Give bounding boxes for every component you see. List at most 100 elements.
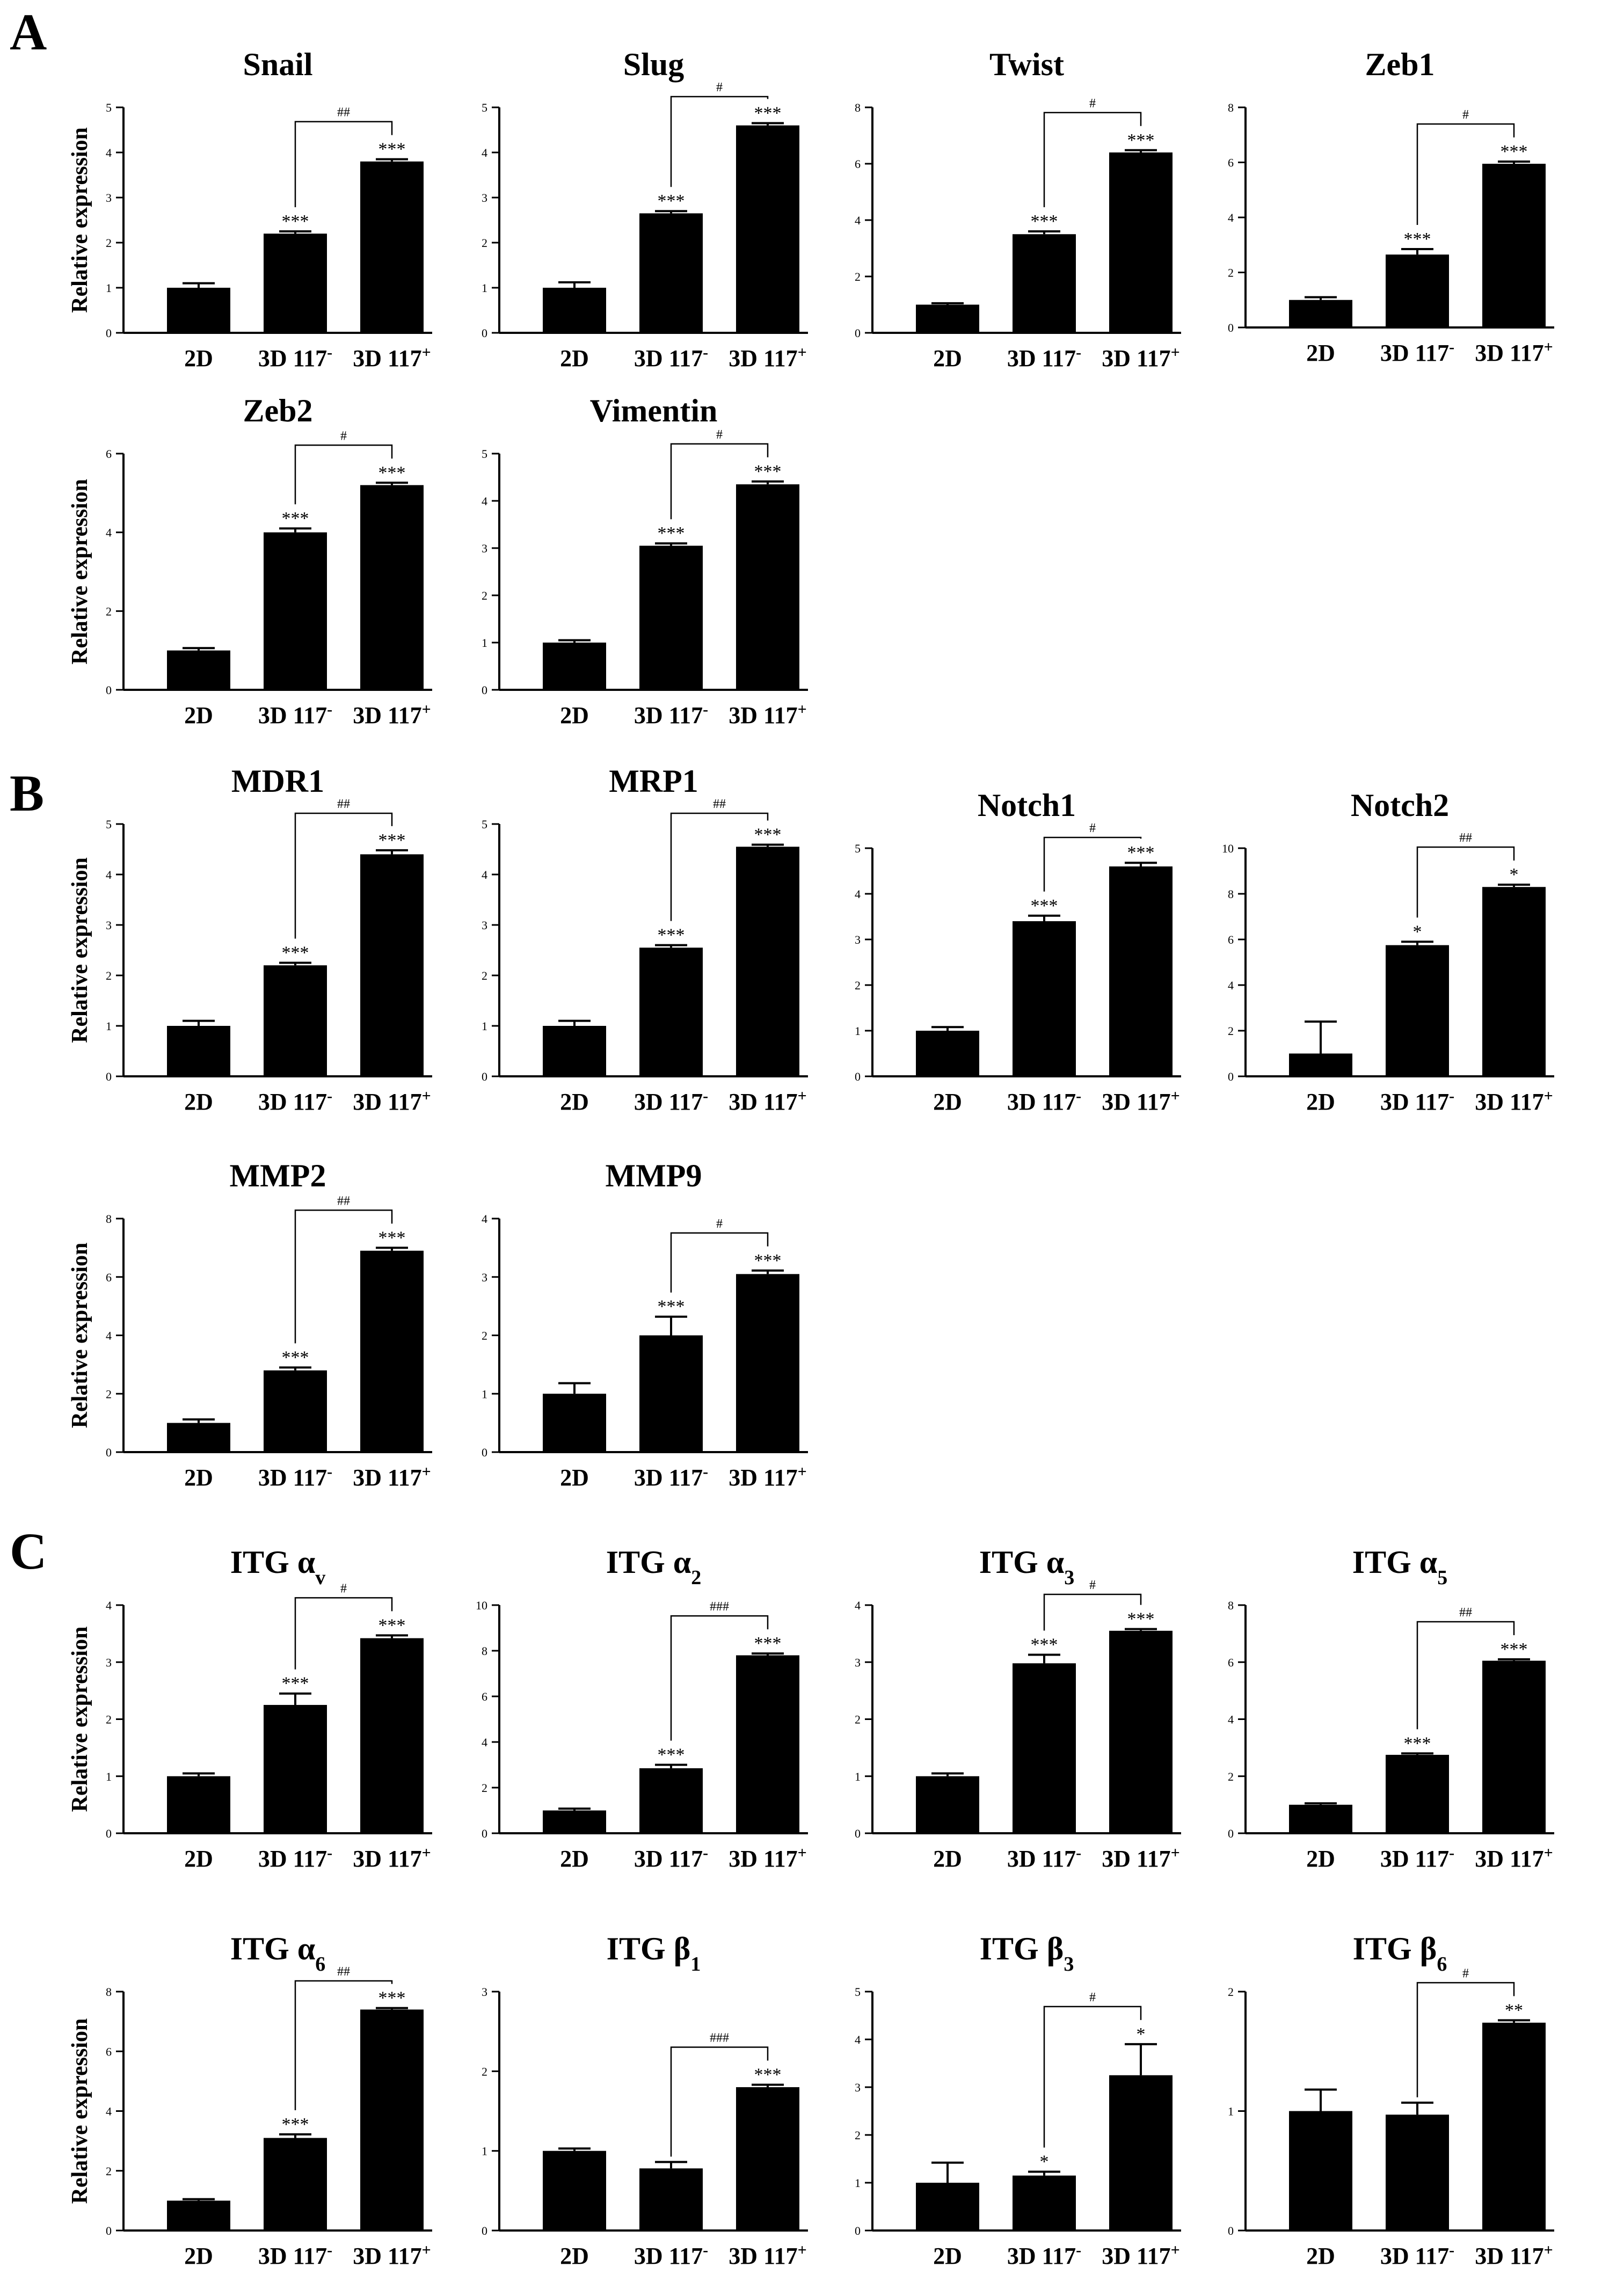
x-tick-label: 2D [933, 1089, 962, 1115]
bar-3d-117- [1109, 1630, 1173, 1833]
x-tick-label: 2D [933, 345, 962, 371]
y-tick-label: 4 [1228, 211, 1234, 224]
chart-title-text: Notch2 [1351, 788, 1449, 823]
x-tick-label-superscript: - [1076, 2241, 1081, 2259]
y-tick-label: 4 [106, 868, 112, 881]
y-tick-label: 0 [106, 1827, 112, 1840]
significance-label: *** [658, 925, 685, 945]
chart-title: ITG α6 [230, 1931, 326, 1976]
bar-2d [167, 288, 230, 333]
x-tick-label: 3D 117- [258, 701, 332, 729]
significance-label: *** [1031, 1635, 1058, 1654]
y-tick-label: 8 [1228, 101, 1234, 114]
y-tick-label: 1 [855, 1024, 861, 1038]
x-tick-label-main: 3D 117 [1102, 1846, 1170, 1872]
x-tick-label-superscript: - [327, 1844, 332, 1862]
comparison-bracket-label: ## [337, 1194, 350, 1208]
y-tick-label: 2 [1228, 1985, 1234, 1999]
chart-title-subscript: v [315, 1566, 325, 1589]
chart-title-text: ITG α [606, 1544, 691, 1580]
x-tick-label: 2D [184, 345, 213, 371]
y-tick-label: 8 [1228, 887, 1234, 901]
y-tick-label: 1 [482, 2145, 487, 2158]
y-tick-label: 5 [106, 101, 112, 114]
x-tick-label-main: 3D 117 [258, 1464, 327, 1491]
chart-title: Notch1 [978, 788, 1076, 823]
x-tick-label: 2D [184, 1464, 213, 1491]
x-tick-label-superscript: - [1076, 344, 1081, 361]
chart-title: Vimentin [590, 393, 718, 428]
y-tick-label: 3 [855, 933, 861, 946]
y-tick-label: 3 [855, 2081, 861, 2094]
bar-3d-117- [360, 1250, 424, 1452]
x-tick-label-main: 3D 117 [353, 1089, 421, 1115]
chart-title: Snail [243, 47, 312, 82]
chart-title: Twist [989, 47, 1064, 82]
chart-title-subscript: 1 [690, 1953, 701, 1976]
bar-2d [167, 1423, 230, 1452]
x-tick-label-superscript: - [703, 2241, 708, 2259]
bar-3d-117- [1482, 1660, 1546, 1833]
y-tick-label: 0 [1228, 2224, 1234, 2237]
x-tick-label-main: 3D 117 [729, 702, 797, 728]
x-tick-label: 3D 117+ [353, 344, 431, 372]
comparison-bracket [670, 96, 769, 187]
significance-label: *** [1501, 1639, 1528, 1659]
x-tick-label-superscript: + [422, 1463, 431, 1481]
x-tick-label: 3D 117- [258, 1463, 332, 1491]
significance-label: *** [282, 212, 309, 231]
x-tick-label: 2D [184, 2243, 213, 2269]
comparison-bracket [294, 1980, 393, 2110]
comparison-bracket-label: ## [713, 797, 726, 811]
x-tick-label-superscript: - [703, 1087, 708, 1105]
x-tick-label-superscript: + [1544, 1087, 1553, 1105]
x-tick-label: 3D 117+ [729, 1087, 806, 1116]
significance-label: *** [378, 830, 406, 850]
comparison-bracket [670, 812, 769, 921]
chart-title-text: ITG α [979, 1544, 1065, 1580]
bar-2d [167, 1026, 230, 1076]
y-tick-label: 8 [482, 1644, 487, 1658]
y-tick-label: 0 [106, 326, 112, 340]
x-tick-label-main: 3D 117 [258, 1089, 327, 1115]
x-tick-label-main: 3D 117 [1380, 1089, 1449, 1115]
y-tick-label: 4 [106, 146, 112, 159]
y-tick-label: 2 [855, 270, 861, 283]
bar-3d-117- [264, 234, 327, 333]
y-tick-label: 2 [482, 2065, 487, 2078]
y-tick-label: 4 [482, 146, 487, 159]
x-tick-label: 3D 117+ [729, 344, 806, 372]
bar-3d-117- [360, 854, 424, 1076]
significance-label: *** [1404, 229, 1431, 249]
chart-title-text: MDR1 [231, 763, 324, 799]
x-tick-label: 3D 117- [258, 2241, 332, 2270]
x-tick-label-superscript: - [1449, 2241, 1454, 2259]
chart-title-text: ITG β [607, 1931, 691, 1966]
comparison-bracket [670, 2046, 769, 2157]
chart-title-text: MRP1 [609, 763, 698, 799]
comparison-bracket [1416, 1982, 1515, 2097]
x-tick-label-main: 3D 117 [1475, 340, 1543, 366]
chart-title: MDR1 [231, 763, 324, 799]
significance-label: *** [378, 1988, 406, 2008]
y-tick-label: 2 [855, 2129, 861, 2142]
x-tick-label-superscript: + [422, 701, 431, 718]
y-tick-label: 0 [106, 1070, 112, 1083]
chart-title-text: Zeb2 [243, 393, 312, 428]
y-tick-label: 1 [1228, 2105, 1234, 2118]
comparison-bracket [294, 444, 393, 505]
comparison-bracket [294, 1209, 393, 1344]
y-tick-label: 6 [1228, 1656, 1234, 1669]
bar-2d [916, 1031, 979, 1076]
x-tick-label-superscript: - [327, 1463, 332, 1481]
y-tick-label: 4 [855, 214, 861, 227]
y-tick-label: 8 [1228, 1599, 1234, 1612]
y-axis-label: Relative expression [68, 127, 92, 313]
x-tick-label: 3D 117+ [1102, 1087, 1179, 1116]
comparison-bracket-label: # [340, 1581, 347, 1595]
x-tick-label: 3D 117- [634, 701, 708, 729]
comparison-bracket [1416, 123, 1515, 225]
bar-2d [543, 643, 606, 690]
y-tick-label: 4 [482, 1212, 487, 1226]
chart-title-subscript: 6 [315, 1953, 325, 1976]
